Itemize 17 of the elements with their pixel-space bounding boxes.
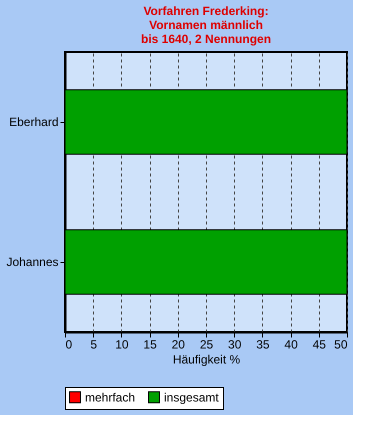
x-tick-label: 20 xyxy=(172,338,186,352)
x-tick-label: 35 xyxy=(256,338,270,352)
x-tick-label: 30 xyxy=(228,338,242,352)
x-tick-label: 45 xyxy=(312,338,326,352)
x-tick-label: 10 xyxy=(115,338,129,352)
x-axis-title: Häufigkeit % xyxy=(172,352,241,366)
x-tick-label: 15 xyxy=(143,338,158,352)
x-tick-label: 25 xyxy=(200,338,214,352)
x-tick-label: 50 xyxy=(334,338,348,352)
y-tick-label: Johannes xyxy=(6,255,58,269)
legend-label: insgesamt xyxy=(164,390,220,404)
x-tick-label: 40 xyxy=(284,338,298,352)
x-tick-label: 5 xyxy=(90,338,98,352)
x-tick-label: 0 xyxy=(66,338,72,352)
legend-label: mehrfach xyxy=(85,390,136,404)
y-tick-label: Eberhard xyxy=(9,115,58,129)
chart-title: Vorfahren Frederking: Vornamen männlich bis 1640, 2 Nennungen xyxy=(140,4,272,46)
